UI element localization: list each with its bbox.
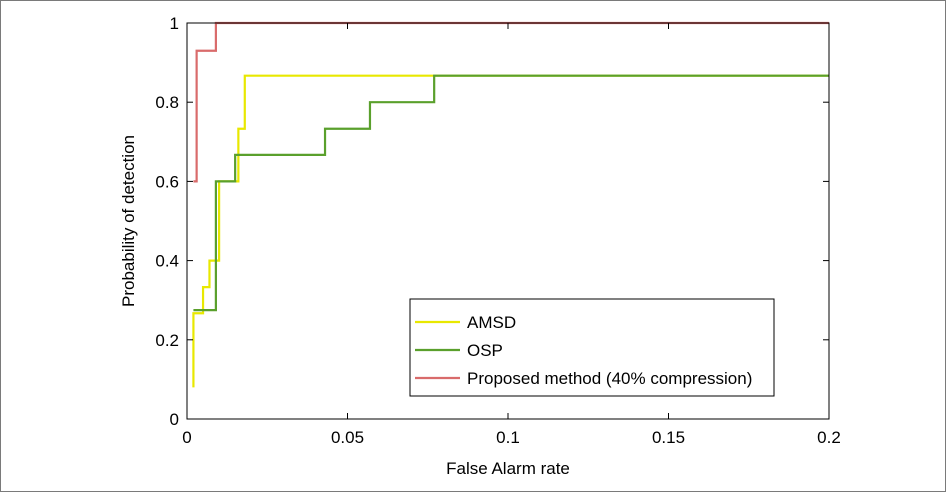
y-tick-label: 0 [170, 410, 179, 429]
y-axis-label: Probability of detection [119, 135, 138, 307]
legend-label: OSP [467, 341, 503, 360]
x-tick-label: 0 [182, 428, 191, 447]
y-tick-label: 1 [170, 14, 179, 33]
legend: AMSD OSP Proposed method (40% compression) [409, 298, 775, 397]
y-tick-label: 0.6 [155, 172, 179, 191]
legend-label: Proposed method (40% compression) [467, 369, 752, 388]
series-line-osp [193, 74, 829, 312]
ticks-layer: 0 0.05 0.1 0.15 0.2 0 0.2 0.4 0.6 0.8 1 [155, 14, 840, 447]
y-tick-label: 0.2 [155, 331, 179, 350]
y-tick-label: 0.8 [155, 93, 179, 112]
legend-box [409, 298, 775, 397]
x-axis-label: False Alarm rate [446, 459, 570, 478]
series-line-amsd [192, 74, 829, 388]
x-tick-label: 0.1 [496, 428, 520, 447]
y-tick-label: 0.4 [155, 252, 179, 271]
x-tick-label: 0.05 [331, 428, 364, 447]
x-tick-label: 0.2 [817, 428, 841, 447]
x-tick-label: 0.15 [652, 428, 685, 447]
series-line-proposed-method-40-compression [193, 21, 829, 183]
legend-items: AMSD OSP Proposed method (40% compression) [415, 313, 752, 388]
legend-label: AMSD [467, 313, 516, 332]
